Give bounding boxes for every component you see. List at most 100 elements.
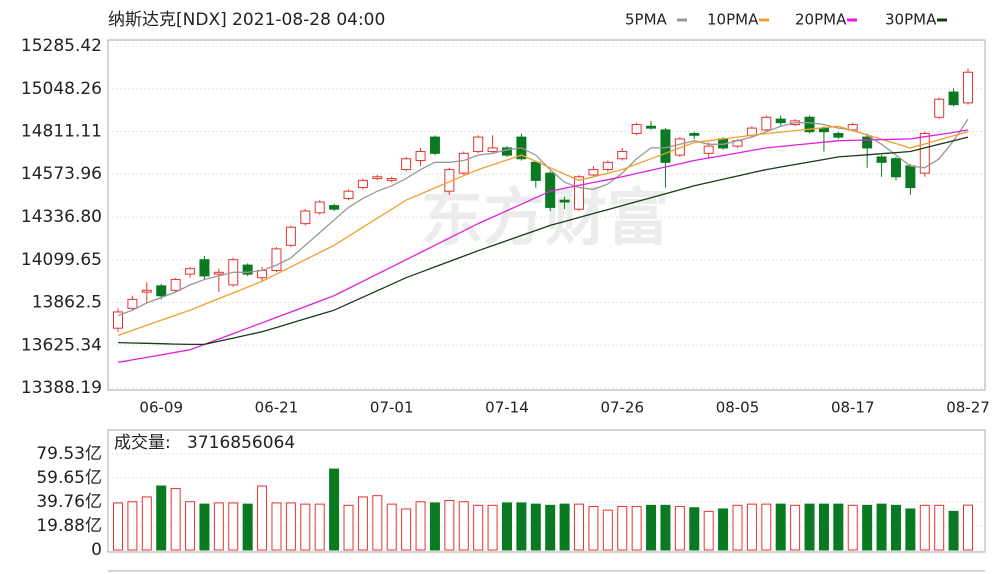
volume-bar [415, 501, 426, 551]
candle-body [602, 161, 613, 171]
y-tick-label: 59.65亿 [36, 468, 102, 488]
candle-body [213, 271, 224, 275]
legend-label: 30PMA [885, 11, 937, 29]
volume-bar [501, 502, 512, 551]
y-tick-label: 19.88亿 [36, 516, 102, 536]
volume-bar [487, 504, 498, 551]
volume-bar [890, 504, 901, 551]
volume-bar [386, 503, 397, 551]
volume-bar [761, 503, 772, 551]
volume-bar [113, 502, 123, 551]
x-tick-label: 08-17 [831, 399, 875, 417]
candle-body [631, 123, 642, 135]
volume-bar [919, 504, 930, 551]
y-tick-label: 14336.80 [21, 207, 102, 227]
ma-line [117, 136, 969, 346]
x-tick-label: 07-26 [600, 399, 644, 417]
candle-body [617, 151, 628, 160]
volume-bar [170, 487, 181, 551]
candle-body [948, 91, 959, 106]
x-tick-label: 06-09 [139, 399, 183, 417]
y-tick-label: 13388.19 [21, 378, 102, 398]
candle-body [372, 176, 383, 180]
x-tick-label: 07-01 [370, 399, 414, 417]
legend-label: 10PMA [707, 11, 759, 29]
latest-volume: 3716856064 [187, 433, 295, 453]
candle-body [386, 178, 397, 181]
volume-bar [703, 510, 714, 551]
candle-body [646, 125, 657, 129]
volume-bar [804, 503, 815, 551]
volume-bar [372, 495, 383, 551]
y-tick-label: 15048.26 [21, 79, 102, 99]
candle-body [170, 279, 181, 291]
volume-bar [213, 502, 224, 551]
x-tick-label: 08-27 [946, 399, 990, 417]
candle-body [559, 199, 570, 203]
volume-bar [559, 503, 570, 551]
candle-body [127, 298, 138, 309]
candle-body [141, 289, 152, 293]
candle-body [833, 133, 844, 138]
candle-body [487, 147, 498, 153]
volume-bar [545, 504, 556, 551]
y-tick-label: 39.76亿 [36, 492, 102, 512]
legend-label: 5PMA [625, 11, 668, 29]
candle-body [300, 210, 311, 225]
volume-bar [775, 503, 786, 551]
volume-bar [357, 496, 368, 551]
volume-bar [847, 504, 858, 551]
candle-body [588, 169, 599, 176]
volume-bar [818, 503, 829, 551]
candle-body [761, 116, 772, 131]
volume-bar [631, 506, 642, 551]
volume-bar [199, 503, 210, 551]
volume-bar [271, 502, 282, 551]
candle-body [199, 259, 210, 277]
candle-body [314, 201, 325, 214]
y-tick-label: 15285.42 [21, 36, 102, 56]
volume-bar [602, 509, 613, 551]
volume-bar [876, 503, 887, 551]
chart-title: 纳斯达克[NDX] 2021-08-28 04:00 [108, 10, 385, 30]
candle-body [458, 152, 469, 174]
y-tick-label: 13625.34 [21, 335, 102, 355]
ma-line [117, 118, 969, 317]
volume-bar [444, 500, 455, 551]
volume-bar [228, 502, 239, 551]
candle-body [804, 116, 815, 133]
volume-bar [574, 503, 585, 551]
volume-bar [674, 506, 685, 551]
price-frame [107, 39, 986, 391]
legend-label: 20PMA [795, 11, 847, 29]
volume-bar [401, 508, 412, 551]
volume-bar [905, 508, 916, 551]
candle-body [919, 133, 930, 174]
volume-bar [718, 508, 729, 551]
volume-bar [127, 501, 138, 551]
candle-body [357, 179, 368, 189]
candle-body [343, 190, 354, 199]
volume-bar [156, 485, 167, 551]
candle-body [329, 205, 340, 210]
volume-bar [862, 504, 873, 551]
volume-bar [458, 501, 469, 551]
volume-bar [660, 504, 671, 551]
volume-bar [329, 468, 340, 551]
volume-bar [141, 496, 152, 551]
candle-body [746, 127, 757, 136]
y-tick-label: 0 [91, 540, 102, 560]
volume-bar [242, 503, 253, 551]
volume-bar [300, 503, 311, 551]
candle-body [285, 226, 296, 246]
candle-body [890, 158, 901, 178]
candle-body [473, 136, 484, 153]
volume-bar [746, 503, 757, 551]
volume-bar [257, 485, 268, 551]
candle-body [862, 136, 873, 149]
volume-bar [429, 502, 440, 551]
volume-frame [107, 429, 986, 553]
candle-body [574, 176, 585, 210]
candle-body [415, 151, 426, 162]
